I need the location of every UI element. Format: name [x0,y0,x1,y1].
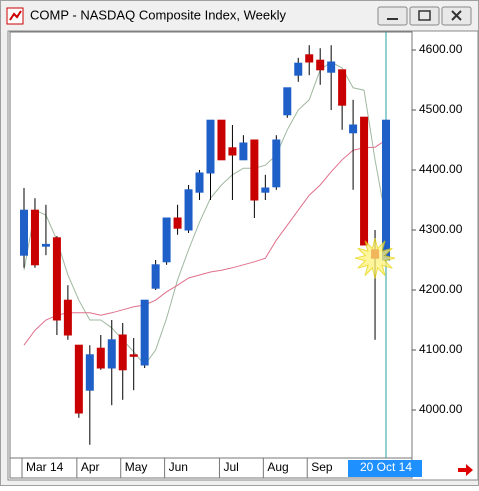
candle-body [382,119,391,261]
y-tick-label: 4100.00 [419,342,463,356]
x-tick-label: Jun [169,460,188,474]
chart: 4000.00 4100.00 4200.00 4300.00 4400.00 4500.… [20,32,463,478]
candle-body [118,334,127,371]
plot-area [9,31,413,459]
candle-body [184,189,193,231]
candle-body [360,116,369,246]
x-tick-label: Aug [267,460,288,474]
x-tick-label: Apr [81,460,100,474]
candle-body [261,187,270,193]
maximize-button[interactable] [409,6,440,26]
candle-body [129,354,138,357]
candle-body [173,217,182,229]
candle-body [96,347,105,369]
candle-body [41,243,50,247]
minimize-button[interactable] [377,6,408,26]
candle-body [107,339,116,369]
candle-body [239,142,248,161]
candle-body [85,354,94,391]
candle-body [30,209,39,266]
candle-body [327,61,336,73]
x-tick-label: May [125,460,148,474]
candle-body [52,237,61,321]
x-tick-label: 20 Oct 14 [360,460,412,474]
candle-body [63,299,72,336]
candle-body [349,124,358,134]
x-tick-label: Jul [223,460,238,474]
close-icon [451,10,462,21]
candle-body [228,147,237,156]
y-tick-label: 4200.00 [419,282,463,296]
candle-body [162,217,171,263]
moving-average-line [23,61,387,366]
maximize-icon [418,10,431,21]
window-buttons [377,6,472,26]
candle-body [338,69,347,106]
candle-body [217,119,226,161]
moving-average-line [23,139,387,346]
candle-body [272,139,281,188]
candle-body [294,62,303,76]
candle-body [305,54,314,63]
scroll-arrow[interactable] [458,464,473,476]
candle-body [250,139,259,201]
candle-body [151,264,160,289]
candle-body [20,209,28,256]
window-title: COMP - NASDAQ Composite Index, Weekly [30,7,286,22]
x-tick-label: Mar 14 [26,460,64,474]
candle-body [140,299,149,366]
y-tick-label: 4400.00 [419,162,463,176]
candle-body [195,172,204,193]
x-label-highlight [348,460,423,477]
app-icon-glyph [9,10,22,21]
candle-body [74,344,83,414]
y-tick-label: 4300.00 [419,222,463,236]
candle-body [316,59,325,71]
y-tick-label: 4000.00 [419,402,463,416]
highlight-burst [354,238,396,279]
y-tick-label: 4600.00 [419,42,463,56]
candle-body [283,87,292,116]
candle-body [206,119,215,174]
x-tick-label: Sep [311,460,333,474]
y-tick-label: 4500.00 [419,102,463,116]
